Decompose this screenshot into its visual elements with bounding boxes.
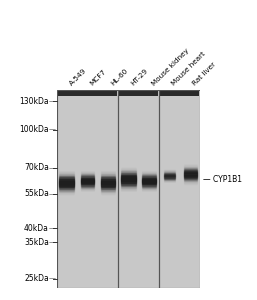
Text: —: — — [48, 239, 55, 245]
Text: Mouse heart: Mouse heart — [171, 51, 207, 87]
Text: A-549: A-549 — [68, 68, 87, 87]
Text: —: — — [48, 191, 55, 197]
Text: 25kDa: 25kDa — [24, 274, 49, 283]
Text: 40kDa: 40kDa — [24, 224, 49, 232]
Text: MCF7: MCF7 — [89, 69, 107, 87]
Text: —: — — [48, 225, 55, 231]
Bar — [118, 90, 159, 288]
Bar — [57, 90, 118, 288]
Text: 55kDa: 55kDa — [24, 189, 49, 198]
Bar — [57, 90, 118, 288]
Bar — [160, 90, 199, 96]
Bar — [118, 90, 159, 288]
Text: 130kDa: 130kDa — [19, 97, 49, 106]
Text: —: — — [48, 276, 55, 282]
Bar — [159, 90, 200, 288]
Text: Mouse kidney: Mouse kidney — [150, 47, 190, 87]
Bar — [58, 90, 117, 96]
Bar — [119, 90, 158, 96]
Text: 100kDa: 100kDa — [19, 125, 49, 134]
Text: — CYP1B1: — CYP1B1 — [203, 175, 242, 184]
Text: —: — — [48, 98, 55, 104]
Text: —: — — [48, 165, 55, 171]
Text: HT-29: HT-29 — [130, 68, 149, 87]
Text: 35kDa: 35kDa — [24, 238, 49, 247]
Text: 70kDa: 70kDa — [24, 164, 49, 172]
Bar — [159, 90, 200, 288]
Text: —: — — [48, 127, 55, 133]
Text: Rat liver: Rat liver — [191, 61, 217, 87]
Text: HL-60: HL-60 — [109, 68, 128, 87]
